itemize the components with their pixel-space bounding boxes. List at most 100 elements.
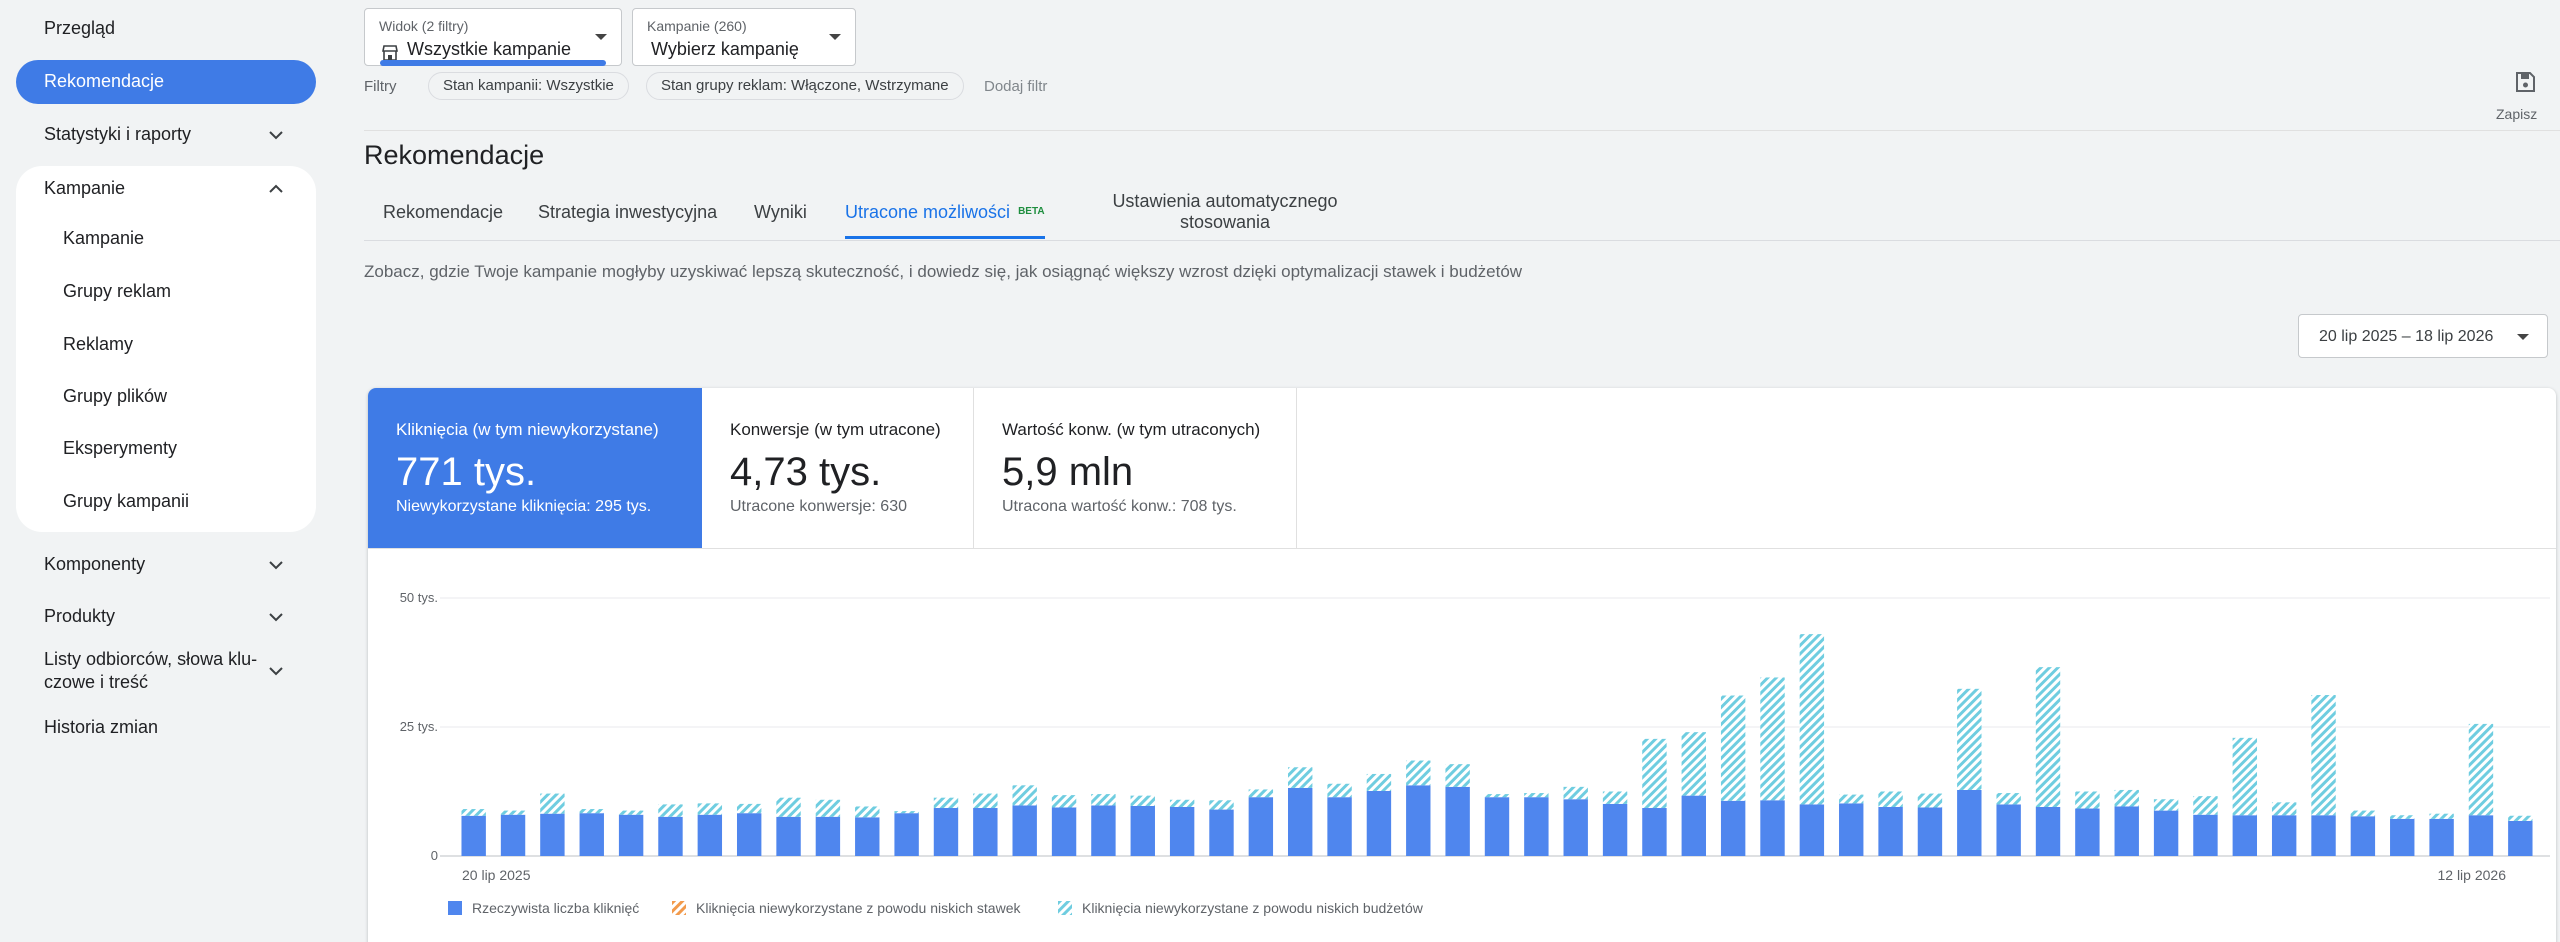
bar-missed-budget[interactable] <box>1169 799 1195 807</box>
bar-missed-budget[interactable] <box>461 809 486 816</box>
bar-missed-budget[interactable] <box>1524 793 1549 798</box>
bar-actual-clicks[interactable] <box>461 815 486 856</box>
bar-actual-clicks[interactable] <box>1288 787 1313 856</box>
bar-missed-budget[interactable] <box>1366 773 1392 791</box>
bar-missed-budget[interactable] <box>2035 667 2061 807</box>
bar-missed-budget[interactable] <box>1091 794 1116 806</box>
filter-chip-campaign-status[interactable]: Stan kampanii: Wszystkie <box>428 72 629 100</box>
bar-actual-clicks[interactable] <box>1957 789 1982 856</box>
bar-missed-budget[interactable] <box>1288 767 1313 788</box>
bar-actual-clicks[interactable] <box>2429 818 2454 856</box>
bar-missed-budget[interactable] <box>2311 695 2336 816</box>
bar-actual-clicks[interactable] <box>1130 805 1155 856</box>
bar-actual-clicks[interactable] <box>1366 790 1392 856</box>
sidebar-subitem-campaign-groups[interactable]: Grupy kampanii <box>63 491 190 511</box>
bar-missed-budget[interactable] <box>1327 783 1352 798</box>
bar-actual-clicks[interactable] <box>1760 800 1785 856</box>
sidebar-item-overview[interactable]: Przegląd <box>44 18 115 39</box>
bar-actual-clicks[interactable] <box>2271 815 2297 856</box>
metric-conv-value[interactable]: Wartość konw. (w tym utraconych) 5,9 mln… <box>974 388 1297 548</box>
bar-missed-budget[interactable] <box>1996 793 2021 805</box>
bar-missed-budget[interactable] <box>1445 764 1470 787</box>
bar-missed-budget[interactable] <box>1917 793 1943 808</box>
bar-actual-clicks[interactable] <box>2508 820 2533 856</box>
bar-missed-budget[interactable] <box>658 804 683 817</box>
bar-actual-clicks[interactable] <box>1602 803 1628 856</box>
bar-missed-budget[interactable] <box>697 803 723 815</box>
bar-actual-clicks[interactable] <box>1996 804 2021 856</box>
bar-actual-clicks[interactable] <box>1681 795 1706 856</box>
bar-missed-budget[interactable] <box>1681 732 1706 796</box>
tab-investment-strategy[interactable]: Strategia inwestycyjna <box>538 202 718 222</box>
metric-clicks[interactable]: Kliknięcia (w tym niewykorzystane) 771 t… <box>368 388 702 548</box>
bar-actual-clicks[interactable] <box>894 813 919 856</box>
bar-missed-budget[interactable] <box>1839 794 1864 804</box>
bar-actual-clicks[interactable] <box>1720 800 1746 856</box>
bar-actual-clicks[interactable] <box>1799 804 1825 856</box>
bar-actual-clicks[interactable] <box>1839 803 1864 856</box>
sidebar-item-campaigns-group[interactable]: Kampanie <box>44 178 294 199</box>
bar-missed-budget[interactable] <box>1602 791 1628 804</box>
bar-missed-budget[interactable] <box>933 797 959 809</box>
bar-missed-budget[interactable] <box>2075 791 2100 809</box>
bar-missed-budget[interactable] <box>855 806 880 818</box>
bar-actual-clicks[interactable] <box>500 814 526 856</box>
bar-missed-budget[interactable] <box>540 793 565 814</box>
bar-actual-clicks[interactable] <box>815 816 841 856</box>
bar-actual-clicks[interactable] <box>776 816 801 856</box>
bar-missed-budget[interactable] <box>815 799 841 817</box>
sidebar-subitem-experiments[interactable]: Eksperymenty <box>63 438 178 458</box>
bar-missed-budget[interactable] <box>1406 760 1431 786</box>
bar-actual-clicks[interactable] <box>618 814 644 856</box>
bar-actual-clicks[interactable] <box>1445 786 1470 856</box>
bar-missed-budget[interactable] <box>2271 802 2297 816</box>
add-filter-button[interactable]: Dodaj filtr <box>984 78 1048 95</box>
bar-missed-budget[interactable] <box>2193 796 2218 815</box>
campaign-dropdown[interactable]: Kampanie (260) Wybierz kampanię <box>632 8 856 66</box>
bar-missed-budget[interactable] <box>1563 786 1588 800</box>
bar-missed-budget[interactable] <box>776 797 801 817</box>
sidebar-subitem-asset-groups[interactable]: Grupy plików <box>63 386 168 406</box>
sidebar-subitem-ads[interactable]: Reklamy <box>63 334 134 354</box>
bar-actual-clicks[interactable] <box>1878 806 1903 856</box>
bar-missed-budget[interactable] <box>2508 815 2533 821</box>
sidebar-item-products[interactable]: Produkty <box>44 606 294 627</box>
bar-missed-budget[interactable] <box>1248 789 1274 798</box>
tab-auto-apply-settings[interactable]: Ustawienia automatycznego stosowania <box>1100 191 1350 233</box>
bar-actual-clicks[interactable] <box>2075 808 2100 856</box>
bar-actual-clicks[interactable] <box>1051 807 1077 856</box>
sidebar-subitem-ad-groups[interactable]: Grupy reklam <box>63 281 172 301</box>
bar-actual-clicks[interactable] <box>855 817 880 856</box>
bar-missed-budget[interactable] <box>1957 688 1982 790</box>
bar-actual-clicks[interactable] <box>1091 805 1116 856</box>
save-label[interactable]: Zapisz <box>2496 106 2538 122</box>
bar-missed-budget[interactable] <box>1209 800 1234 810</box>
bar-missed-budget[interactable] <box>894 811 919 814</box>
bar-actual-clicks[interactable] <box>1248 797 1274 856</box>
sidebar-item-audiences[interactable]: Listy odbiorców, słowa klu- czowe i treś… <box>44 648 294 694</box>
bar-actual-clicks[interactable] <box>2035 806 2061 856</box>
view-dropdown[interactable]: Widok (2 filtry) Wszystkie kampanie <box>364 8 622 66</box>
sidebar-item-recommendations[interactable]: Rekomendacje <box>16 60 316 104</box>
bar-actual-clicks[interactable] <box>2468 815 2494 856</box>
bar-missed-budget[interactable] <box>1130 795 1155 806</box>
bar-actual-clicks[interactable] <box>2350 816 2376 856</box>
bar-missed-budget[interactable] <box>2153 799 2179 811</box>
bar-actual-clicks[interactable] <box>658 816 683 856</box>
bar-actual-clicks[interactable] <box>2311 815 2336 856</box>
tab-results[interactable]: Wyniki <box>754 202 807 222</box>
bar-missed-budget[interactable] <box>973 793 998 809</box>
bar-missed-budget[interactable] <box>1760 677 1785 801</box>
bar-actual-clicks[interactable] <box>1524 797 1549 856</box>
sidebar-subitem-campaigns[interactable]: Kampanie <box>63 228 145 248</box>
bar-actual-clicks[interactable] <box>2114 806 2139 856</box>
bar-missed-budget[interactable] <box>1012 785 1037 806</box>
sidebar-item-history[interactable]: Historia zmian <box>44 717 158 738</box>
sidebar-item-stats[interactable]: Statystyki i raporty <box>44 124 294 145</box>
bar-actual-clicks[interactable] <box>933 808 959 856</box>
metric-conversions[interactable]: Konwersje (w tym utracone) 4,73 tys. Utr… <box>702 388 974 548</box>
bar-missed-budget[interactable] <box>579 809 604 814</box>
bar-actual-clicks[interactable] <box>973 808 998 856</box>
tab-missed-opportunities[interactable]: Utracone możliwości BETA <box>845 202 1045 223</box>
bar-missed-budget[interactable] <box>1051 795 1077 808</box>
